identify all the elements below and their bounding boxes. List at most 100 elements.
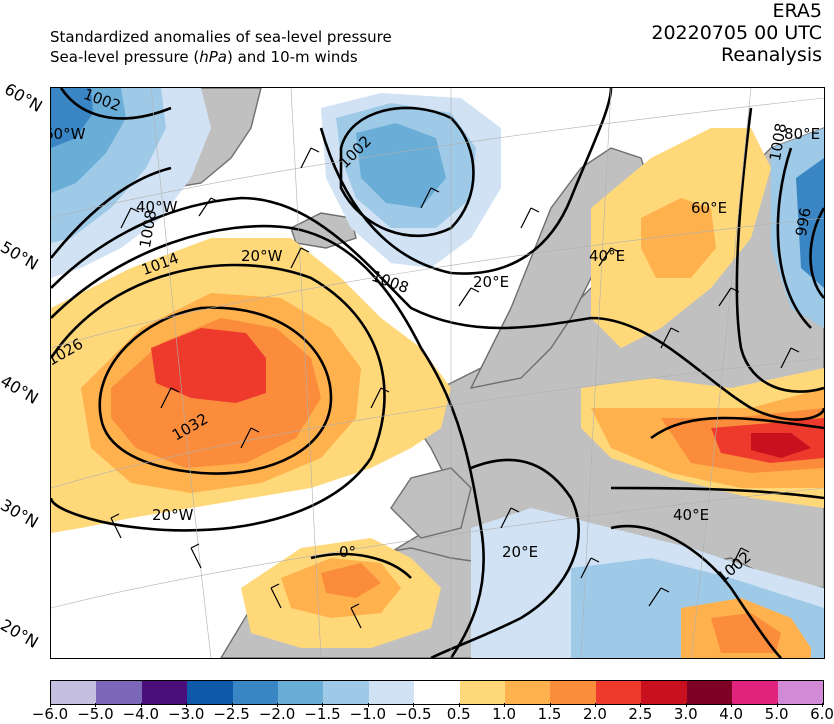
isobar-1014 xyxy=(51,196,824,421)
colorbar-cell xyxy=(141,681,188,704)
lat-label-50n: 50°N xyxy=(0,237,42,274)
lat-label-60n: 60°N xyxy=(1,79,46,116)
lon-label-40w: 40°W xyxy=(136,198,178,216)
anomaly-pos-sahara-15 xyxy=(321,563,381,598)
colorbar-cell xyxy=(187,681,233,704)
lon-label-0: 0° xyxy=(339,543,357,561)
lon-label-80e: 80°E xyxy=(784,125,821,143)
isobar-1008-east xyxy=(735,107,824,393)
colorbar-tickmark xyxy=(186,703,188,707)
colorbar-tick-label: 3.0 xyxy=(673,705,698,723)
colorbar-tick-label: −0.5 xyxy=(395,705,432,723)
anomaly-pos-russia-core xyxy=(641,198,716,278)
isobar-1008-north xyxy=(51,88,613,275)
lat-label-40n: 40°N xyxy=(0,371,42,408)
title-suffix: ) and 10-m winds xyxy=(226,48,358,66)
colorbar xyxy=(50,680,824,705)
lat-label-20n: 20°N xyxy=(0,615,42,652)
colorbar-tick-label: 2.5 xyxy=(628,705,653,723)
isobar-1002-norway xyxy=(339,106,475,238)
colorbar-tickmark xyxy=(231,703,233,707)
map-canvas xyxy=(51,88,824,658)
colorbar-tick-label: −4.0 xyxy=(122,705,160,723)
isobar-med xyxy=(430,458,580,658)
colorbar-cell xyxy=(595,681,642,704)
colorbar-cell xyxy=(368,681,415,704)
lon-label-20e-south: 20°E xyxy=(502,543,539,561)
chart-title-line2: Sea-level pressure (hPa) and 10-m winds xyxy=(50,48,358,66)
colorbar-tickmark xyxy=(549,703,551,707)
colorbar-cell xyxy=(414,681,460,704)
isobar-1020 xyxy=(51,224,485,658)
colorbar-tick-label: −5.0 xyxy=(77,705,114,723)
colorbar-cell xyxy=(232,681,279,704)
isobar-1026 xyxy=(51,263,386,532)
colorbar-cell xyxy=(732,681,778,704)
anomaly-neg-greenland-deep xyxy=(51,88,93,148)
colorbar-tick-label: 5.0 xyxy=(764,705,789,723)
colorbar-cell xyxy=(459,681,506,704)
colorbar-tickmark xyxy=(594,703,596,707)
colorbar-cell xyxy=(550,681,596,704)
lon-label-60e: 60°E xyxy=(691,199,728,217)
colorbar-tick-label: 1.5 xyxy=(537,705,562,723)
isobar-mideast xyxy=(610,524,782,658)
colorbar-cell xyxy=(777,681,823,704)
colorbar-cell xyxy=(323,681,369,704)
colorbar-tick-label: −6.0 xyxy=(31,705,69,723)
colorbar-tickmark xyxy=(685,703,687,707)
lon-label-20w-south: 20°W xyxy=(152,506,194,524)
colorbar-tickmark xyxy=(776,703,778,707)
wind-barbs xyxy=(110,147,800,629)
lat-label-30n: 30°N xyxy=(0,495,42,532)
colorbar-cell xyxy=(96,681,142,704)
anomaly-pos-caspian-25 xyxy=(751,433,811,458)
title-unit: hPa xyxy=(199,48,227,66)
chart-title-line1: Standardized anomalies of sea-level pres… xyxy=(50,28,392,46)
colorbar-cell xyxy=(686,681,733,704)
isobar-layer xyxy=(51,88,824,658)
title-prefix: Sea-level pressure ( xyxy=(50,48,200,66)
datetime-label: 20220705 00 UTC xyxy=(651,22,822,44)
colorbar-tickmark xyxy=(277,703,279,707)
isobar-sahara xyxy=(310,552,412,579)
colorbar-tickmark xyxy=(367,703,369,707)
product-label: Reanalysis xyxy=(721,44,822,66)
lon-label-60w: 60°W xyxy=(51,125,86,143)
colorbar-tick-label: 1.0 xyxy=(492,705,517,723)
lon-label-40e-south: 40°E xyxy=(673,506,710,524)
colorbar-tickmark xyxy=(140,703,142,707)
anomaly-neg-east-core xyxy=(796,158,824,288)
anomaly-pos-arabia-core xyxy=(711,613,781,653)
colorbar-tick-label: −2.0 xyxy=(258,705,296,723)
colorbar-cell xyxy=(278,681,324,704)
colorbar-tickmark xyxy=(322,703,324,707)
map-panel: 60°W 40°W 20°W 0° 20°E 40°E 60°E 80°E 20… xyxy=(50,87,825,659)
colorbar-tick-label: −1.5 xyxy=(304,705,341,723)
colorbar-tick-label: 2.0 xyxy=(583,705,607,723)
colorbar-tick-label: −3.0 xyxy=(168,705,205,723)
colorbar-tickmark xyxy=(458,703,460,707)
colorbar-tickmark xyxy=(640,703,642,707)
lon-label-20e: 20°E xyxy=(473,273,510,291)
dataset-label: ERA5 xyxy=(772,0,822,22)
colorbar-tickmark xyxy=(504,703,506,707)
colorbar-tickmark xyxy=(413,703,415,707)
isobar-east-low xyxy=(776,147,824,329)
colorbar-tickmark xyxy=(731,703,733,707)
colorbar-tickmark xyxy=(50,703,51,707)
colorbar-tick-label: 0.5 xyxy=(446,705,471,723)
lon-label-40e: 40°E xyxy=(589,247,626,265)
colorbar-cell xyxy=(51,681,97,704)
colorbar-tick-label: 4.0 xyxy=(719,705,744,723)
isobar-caspian xyxy=(610,416,824,500)
anomaly-pos-atlantic-2 xyxy=(151,328,266,403)
colorbar-tick-label: −2.5 xyxy=(213,705,250,723)
isobar-1032 xyxy=(98,306,333,475)
colorbar-tick-label: −1.0 xyxy=(349,705,387,723)
anomaly-neg-norway-core xyxy=(356,123,446,208)
colorbar-cell xyxy=(505,681,551,704)
lon-label-20w: 20°W xyxy=(241,247,283,265)
colorbar-tick-label: 6.0 xyxy=(810,705,834,723)
isobar-1002-greenland xyxy=(59,88,172,120)
